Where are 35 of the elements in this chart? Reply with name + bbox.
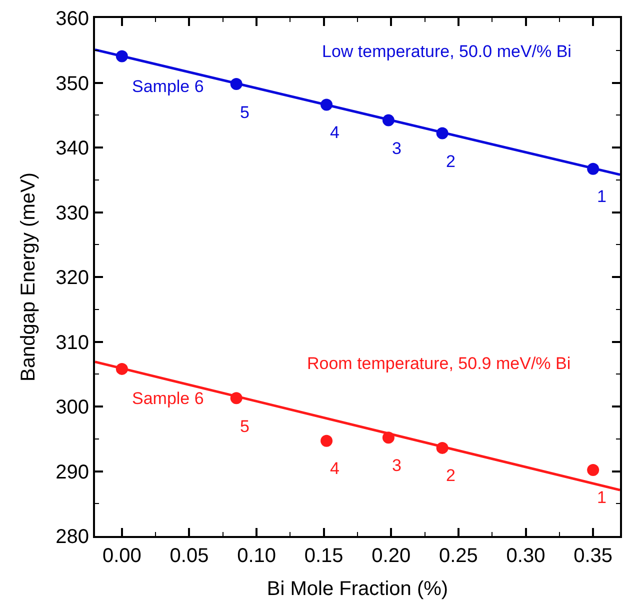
point <box>587 464 600 476</box>
x-tick-label: 0.00 <box>102 545 142 567</box>
y-tick-label: 300 <box>56 396 89 418</box>
annotation: 4 <box>330 459 340 478</box>
annotation: Sample 6 <box>132 77 204 96</box>
x-tick-label: 0.15 <box>304 545 344 567</box>
annotation: 5 <box>240 103 250 122</box>
y-tick-label: 280 <box>56 526 89 548</box>
annotation: 2 <box>446 466 456 485</box>
annotation: 2 <box>446 152 456 171</box>
x-tick-label: 0.30 <box>506 545 546 567</box>
annotation: 4 <box>330 123 340 142</box>
annotation: Sample 6 <box>132 389 204 408</box>
annotation: 3 <box>392 456 402 475</box>
y-tick-label: 310 <box>56 332 89 354</box>
annotation: 1 <box>597 488 606 507</box>
y-axis-title: Bandgap Energy (meV) <box>18 172 40 382</box>
y-tick-label: 350 <box>56 72 89 95</box>
annotation: Room temperature, 50.9 meV/% Bi <box>307 354 571 373</box>
y-tick-label: 290 <box>56 461 89 484</box>
annotation: Low temperature, 50.0 meV/% Bi <box>322 42 572 61</box>
x-tick-label: 0.10 <box>237 545 276 567</box>
x-tick-label: 0.25 <box>438 545 478 567</box>
y-tick-label: 360 <box>56 8 89 30</box>
point <box>320 434 333 447</box>
x-tick-label: 0.35 <box>574 545 613 567</box>
annotation: 1 <box>597 187 606 206</box>
y-tick-label: 340 <box>56 138 89 160</box>
x-axis-title: Bi Mole Fraction (%) <box>266 578 448 600</box>
x-tick-label: 0.20 <box>372 545 411 567</box>
y-tick-label: 320 <box>56 267 89 289</box>
annotation: 5 <box>240 417 250 436</box>
x-tick-label: 0.05 <box>170 545 209 567</box>
annotation: 3 <box>392 139 402 158</box>
y-tick-label: 330 <box>56 202 89 224</box>
